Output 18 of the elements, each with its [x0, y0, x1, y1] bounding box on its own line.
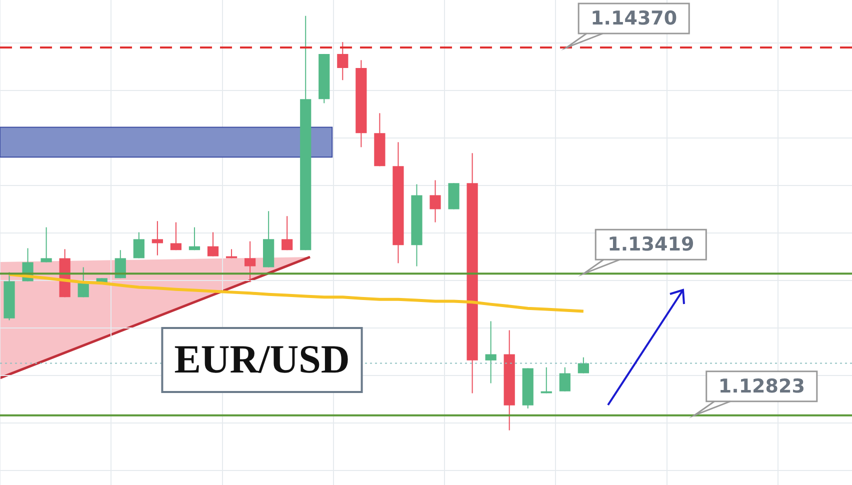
candlestick — [170, 222, 182, 251]
candlestick — [152, 220, 163, 256]
ref-line-label: 1.14370 — [590, 7, 678, 30]
candlestick — [188, 226, 200, 251]
candlestick — [559, 366, 570, 392]
candlestick — [430, 180, 441, 223]
candlestick — [485, 320, 496, 384]
candlestick — [282, 216, 293, 251]
candlestick — [207, 232, 219, 257]
annotation: EUR/USD — [174, 336, 350, 382]
ref-line-label: 1.12823 — [718, 375, 805, 398]
candlestick — [244, 240, 256, 283]
candlestick — [578, 356, 589, 374]
candlestick — [40, 226, 52, 263]
ref-line-label: 1.13419 — [608, 234, 694, 256]
candlestick — [337, 42, 348, 81]
candlestick — [133, 232, 144, 259]
candlestick — [78, 266, 89, 298]
